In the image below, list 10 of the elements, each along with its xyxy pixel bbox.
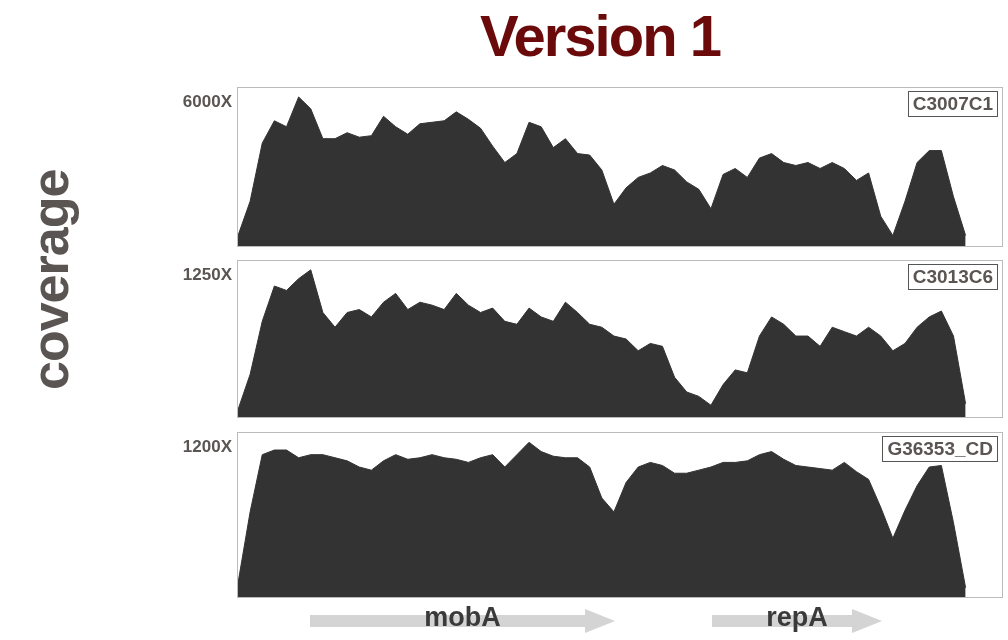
text: 1250X xyxy=(181,265,232,285)
y-axis-title: coverage xyxy=(20,169,80,390)
annotation: C3007C1 xyxy=(907,91,998,117)
chart-title: Version 1 xyxy=(479,2,722,69)
annotation: G36353_CD xyxy=(882,436,998,462)
text: 6000X xyxy=(181,92,232,112)
text: repA xyxy=(765,602,829,633)
annotation: C3013C6 xyxy=(907,264,998,290)
text: mobA xyxy=(423,602,502,633)
text: 1200X xyxy=(181,437,232,457)
